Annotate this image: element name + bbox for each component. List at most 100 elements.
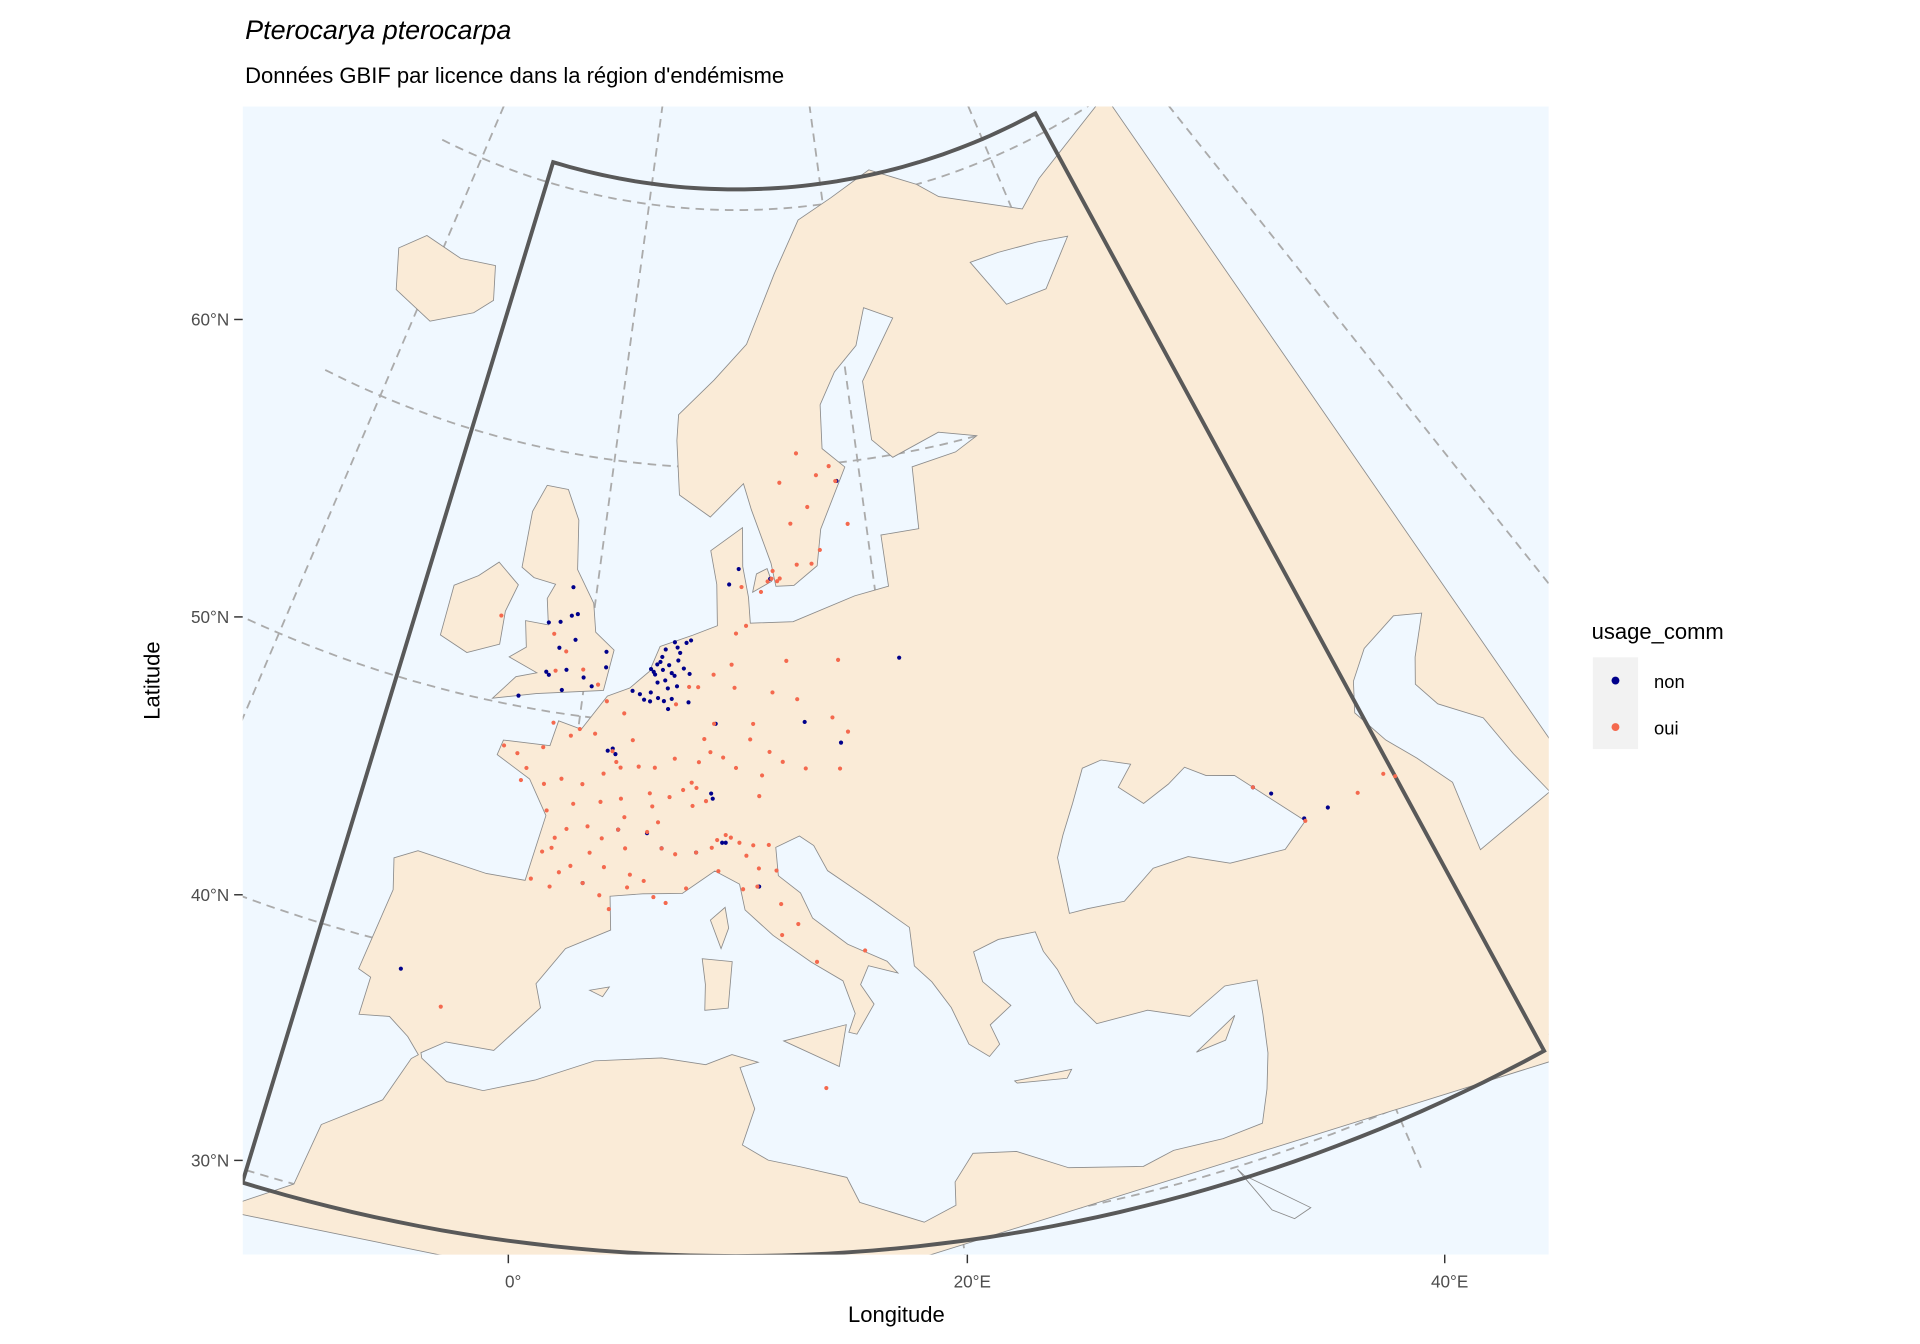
point-oui <box>528 876 533 881</box>
point-non <box>604 665 609 670</box>
point-oui <box>568 863 573 868</box>
point-oui <box>597 893 602 898</box>
point-oui <box>552 631 557 636</box>
point-non <box>669 696 674 702</box>
point-oui <box>618 796 624 801</box>
point-oui <box>541 781 547 786</box>
point-oui <box>647 791 652 796</box>
point-oui <box>622 815 627 820</box>
point-non <box>681 666 686 671</box>
point-oui <box>814 959 820 964</box>
point-oui <box>833 478 838 484</box>
point-non <box>605 748 610 753</box>
point-non <box>655 662 660 667</box>
point-oui <box>601 771 606 776</box>
point-oui <box>501 743 507 748</box>
point-oui <box>593 731 598 736</box>
point-non <box>672 673 677 678</box>
point-oui <box>741 887 746 892</box>
point-non <box>604 649 609 654</box>
point-oui <box>793 451 799 456</box>
point-oui <box>733 631 739 636</box>
point-oui <box>618 765 623 770</box>
point-oui <box>696 685 701 690</box>
point-non <box>557 645 562 650</box>
x-axis-title: Longitude <box>848 1302 945 1327</box>
endemism-region-outline <box>242 110 1547 1255</box>
point-oui <box>585 824 590 829</box>
point-non <box>546 620 551 625</box>
point-oui <box>556 870 561 875</box>
point-oui <box>751 843 756 848</box>
land-sardinia <box>701 958 733 1011</box>
legend-label-oui: oui <box>1654 717 1679 738</box>
point-oui <box>803 766 808 771</box>
point-oui <box>813 473 819 478</box>
point-non <box>630 688 635 693</box>
point-non <box>686 700 691 705</box>
point-non <box>709 791 714 796</box>
point-oui <box>696 760 701 765</box>
point-oui <box>683 886 689 891</box>
point-oui <box>796 921 801 927</box>
point-oui <box>580 880 585 886</box>
point-oui <box>651 895 656 900</box>
land-layer <box>242 106 1549 1255</box>
point-non <box>558 619 563 624</box>
point-oui <box>748 737 753 742</box>
x-tick-label: 40°E <box>1431 1272 1468 1292</box>
point-oui <box>703 799 709 804</box>
point-oui <box>616 827 621 832</box>
point-oui <box>655 820 661 825</box>
point-oui <box>765 579 770 584</box>
point-oui <box>729 662 734 667</box>
point-oui <box>795 697 800 702</box>
occurrence-points <box>398 451 1398 1091</box>
point-oui <box>630 738 635 743</box>
point-oui <box>571 801 576 806</box>
y-tick-label: 40°N <box>191 885 229 905</box>
point-oui <box>551 720 556 725</box>
land-zealand <box>752 567 773 594</box>
point-oui <box>581 667 586 672</box>
point-oui <box>645 829 650 835</box>
legend-title: usage_comm <box>1592 619 1724 644</box>
point-oui <box>599 836 604 841</box>
legend-key-oui <box>1611 723 1620 731</box>
point-oui <box>577 726 582 732</box>
point-non <box>665 686 670 691</box>
point-oui <box>780 932 785 938</box>
point-oui <box>755 884 760 889</box>
point-non <box>688 638 694 643</box>
point-oui <box>601 865 607 870</box>
y-tick-label: 60°N <box>191 310 229 330</box>
point-oui <box>711 672 716 677</box>
point-oui <box>1303 818 1308 823</box>
point-oui <box>770 690 775 695</box>
point-oui <box>587 850 592 855</box>
point-oui <box>845 521 850 526</box>
point-oui <box>606 907 611 912</box>
point-non <box>678 650 683 655</box>
point-non <box>655 680 660 685</box>
point-oui <box>1393 774 1398 779</box>
land-corsica <box>709 906 730 950</box>
y-axis: 60°N 50°N 40°N 30°N <box>191 310 243 1171</box>
chart-subtitle: Données GBIF par licence dans la région … <box>245 63 784 88</box>
point-oui <box>624 885 630 890</box>
point-non <box>687 671 692 677</box>
point-oui <box>723 832 728 838</box>
point-oui <box>708 750 713 755</box>
point-oui <box>756 866 761 871</box>
x-tick-label: 0° <box>505 1272 521 1292</box>
point-oui <box>805 504 810 510</box>
sea-black <box>1057 759 1306 914</box>
point-oui <box>739 584 744 590</box>
point-non <box>647 699 653 704</box>
point-oui <box>817 547 822 553</box>
point-oui <box>751 721 756 726</box>
point-oui <box>733 765 739 771</box>
land-mallorca <box>588 986 611 998</box>
point-oui <box>549 845 554 850</box>
point-oui <box>743 623 749 628</box>
